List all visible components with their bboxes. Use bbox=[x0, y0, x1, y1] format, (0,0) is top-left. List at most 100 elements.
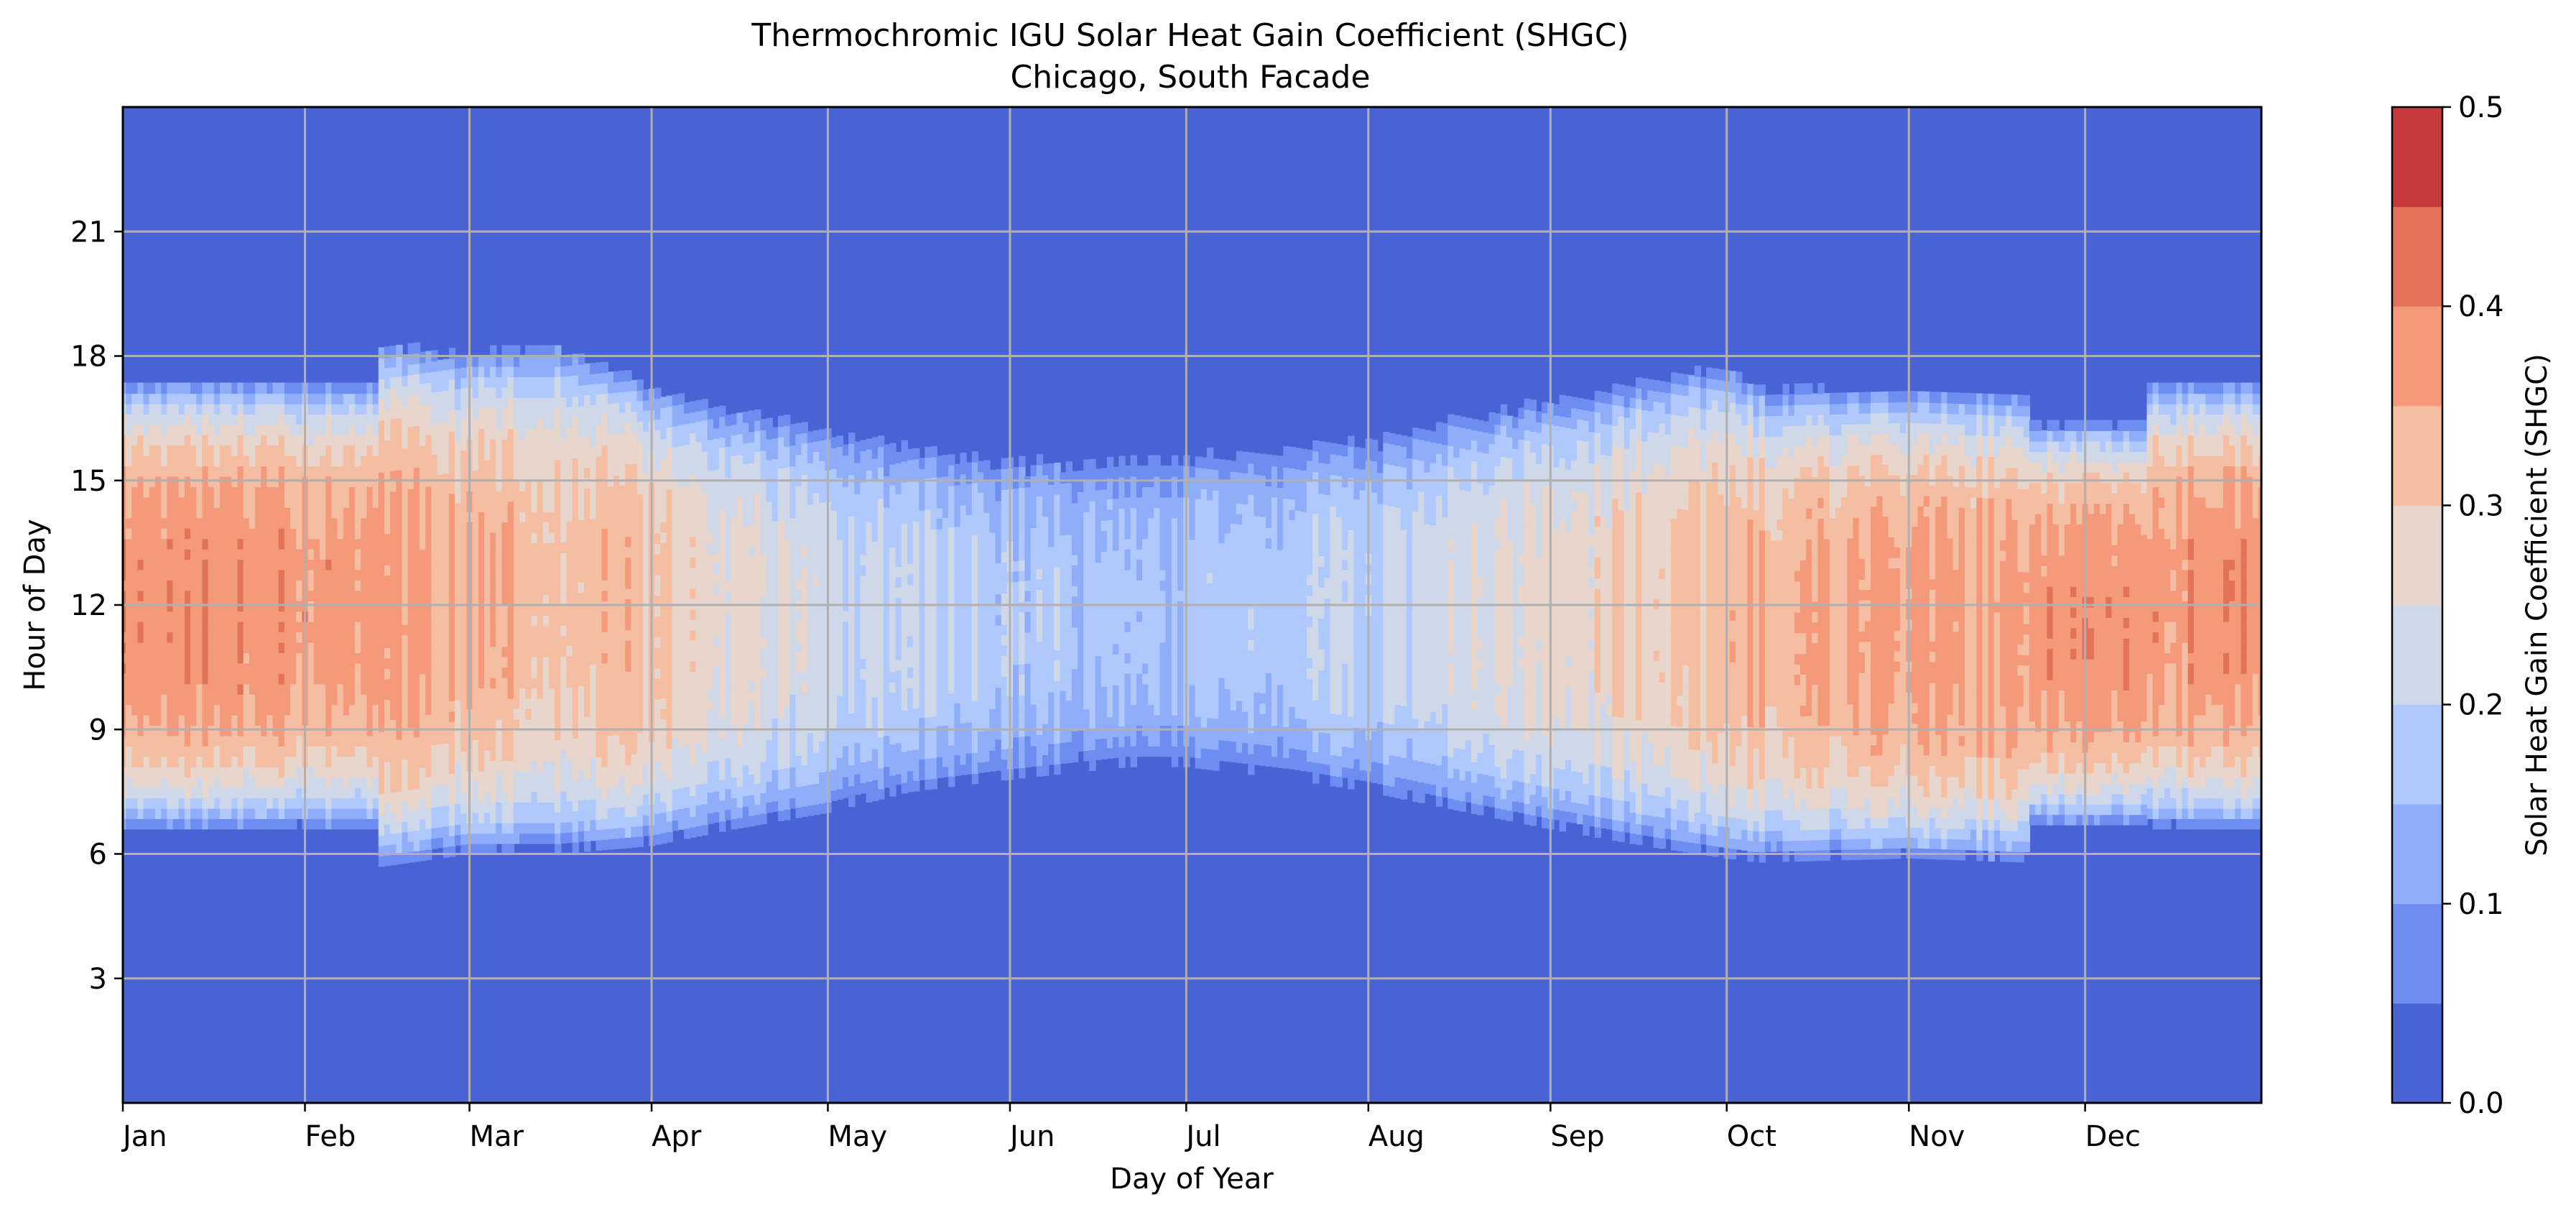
heatmap-cell bbox=[213, 652, 221, 664]
heatmap-cell bbox=[402, 489, 409, 501]
heatmap-cell bbox=[719, 540, 726, 552]
heatmap-cell bbox=[231, 392, 238, 405]
heatmap-cell bbox=[231, 766, 238, 778]
heatmap-cell bbox=[725, 684, 732, 696]
heatmap-cell bbox=[378, 627, 386, 639]
heatmap-cell bbox=[507, 469, 515, 481]
heatmap-cell bbox=[731, 538, 738, 550]
heatmap-cell bbox=[361, 579, 368, 591]
heatmap-cell bbox=[490, 511, 497, 523]
heatmap-cell bbox=[237, 558, 244, 570]
heatmap-cell bbox=[123, 693, 127, 706]
heatmap-cell bbox=[642, 731, 650, 743]
heatmap-cell bbox=[431, 412, 438, 424]
heatmap-cell bbox=[478, 780, 486, 792]
heatmap-cell bbox=[460, 678, 468, 690]
heatmap-cell bbox=[713, 728, 721, 740]
heatmap-cell bbox=[772, 427, 779, 439]
heatmap-cell bbox=[331, 621, 338, 633]
heatmap-cell bbox=[237, 756, 244, 767]
heatmap-cell bbox=[448, 679, 456, 691]
heatmap-cell bbox=[472, 532, 480, 543]
heatmap-cell bbox=[284, 548, 292, 560]
heatmap-cell bbox=[483, 387, 491, 398]
heatmap-cell bbox=[707, 636, 715, 648]
heatmap-cell bbox=[478, 812, 486, 823]
heatmap-cell bbox=[754, 440, 761, 452]
heatmap-cell bbox=[267, 579, 274, 591]
heatmap-cell bbox=[736, 568, 744, 580]
heatmap-cell bbox=[636, 752, 644, 764]
heatmap-cell bbox=[255, 735, 262, 747]
heatmap-cell bbox=[707, 657, 715, 669]
heatmap-cell bbox=[231, 756, 238, 767]
heatmap-cell bbox=[396, 573, 403, 585]
heatmap-cell bbox=[455, 689, 462, 701]
heatmap-cell bbox=[719, 685, 726, 698]
heatmap-cell bbox=[537, 417, 544, 430]
heatmap-cell bbox=[619, 381, 626, 392]
heatmap-cell bbox=[496, 376, 503, 388]
heatmap-cell bbox=[143, 527, 151, 540]
heatmap-cell bbox=[226, 392, 233, 405]
heatmap-cell bbox=[343, 403, 351, 415]
heatmap-cell bbox=[184, 486, 192, 498]
heatmap-cell bbox=[443, 431, 450, 443]
heatmap-cell bbox=[719, 665, 726, 677]
heatmap-cell bbox=[460, 771, 468, 783]
heatmap-cell bbox=[478, 656, 486, 668]
heatmap-cell bbox=[719, 613, 726, 624]
heatmap-cell bbox=[684, 609, 691, 621]
heatmap-cell bbox=[660, 428, 667, 440]
heatmap-cell bbox=[742, 536, 750, 547]
heatmap-cell bbox=[361, 445, 368, 456]
heatmap-cell bbox=[378, 803, 386, 815]
heatmap-cell bbox=[719, 489, 726, 500]
heatmap-cell bbox=[749, 586, 756, 599]
heatmap-cell bbox=[654, 709, 662, 721]
heatmap-cell bbox=[337, 403, 344, 415]
heatmap-cell bbox=[766, 573, 773, 585]
heatmap-cell bbox=[143, 590, 151, 601]
heatmap-cell bbox=[267, 714, 274, 726]
heatmap-cell bbox=[719, 436, 726, 448]
heatmap-cell bbox=[572, 655, 580, 667]
heatmap-cell bbox=[355, 797, 362, 809]
heatmap-cell bbox=[513, 532, 521, 543]
heatmap-cell bbox=[578, 364, 585, 376]
heatmap-cell bbox=[677, 611, 685, 623]
heatmap-cell bbox=[372, 777, 379, 788]
heatmap-cell bbox=[190, 455, 198, 467]
heatmap-cell bbox=[666, 717, 673, 729]
heatmap-cell bbox=[572, 717, 580, 729]
heatmap-cell bbox=[736, 806, 744, 818]
heatmap-cell bbox=[578, 612, 585, 624]
heatmap-cell bbox=[578, 685, 585, 697]
heatmap-cell bbox=[731, 818, 738, 830]
heatmap-cell bbox=[313, 683, 321, 695]
heatmap-cell bbox=[566, 655, 573, 667]
heatmap-cell bbox=[348, 579, 356, 591]
heatmap-cell bbox=[154, 538, 162, 550]
heatmap-cell bbox=[126, 538, 133, 550]
heatmap-cell bbox=[460, 667, 468, 679]
heatmap-cell bbox=[749, 545, 756, 557]
heatmap-cell bbox=[578, 831, 585, 842]
heatmap-cell bbox=[402, 458, 409, 470]
heatmap-cell bbox=[766, 511, 773, 523]
heatmap-cell bbox=[607, 641, 615, 653]
heatmap-cell bbox=[390, 625, 397, 637]
heatmap-cell bbox=[378, 679, 386, 690]
heatmap-cell bbox=[184, 455, 192, 467]
heatmap-cell bbox=[654, 563, 662, 576]
heatmap-cell bbox=[196, 392, 203, 405]
heatmap-cell bbox=[431, 609, 438, 621]
heatmap-cell bbox=[525, 739, 532, 751]
heatmap-cell bbox=[525, 480, 532, 491]
heatmap-cell bbox=[572, 624, 580, 635]
heatmap-cell bbox=[384, 595, 392, 607]
heatmap-cell bbox=[131, 818, 139, 830]
heatmap-cell bbox=[507, 511, 515, 523]
heatmap-cell bbox=[677, 507, 685, 519]
heatmap-cell bbox=[372, 735, 379, 747]
